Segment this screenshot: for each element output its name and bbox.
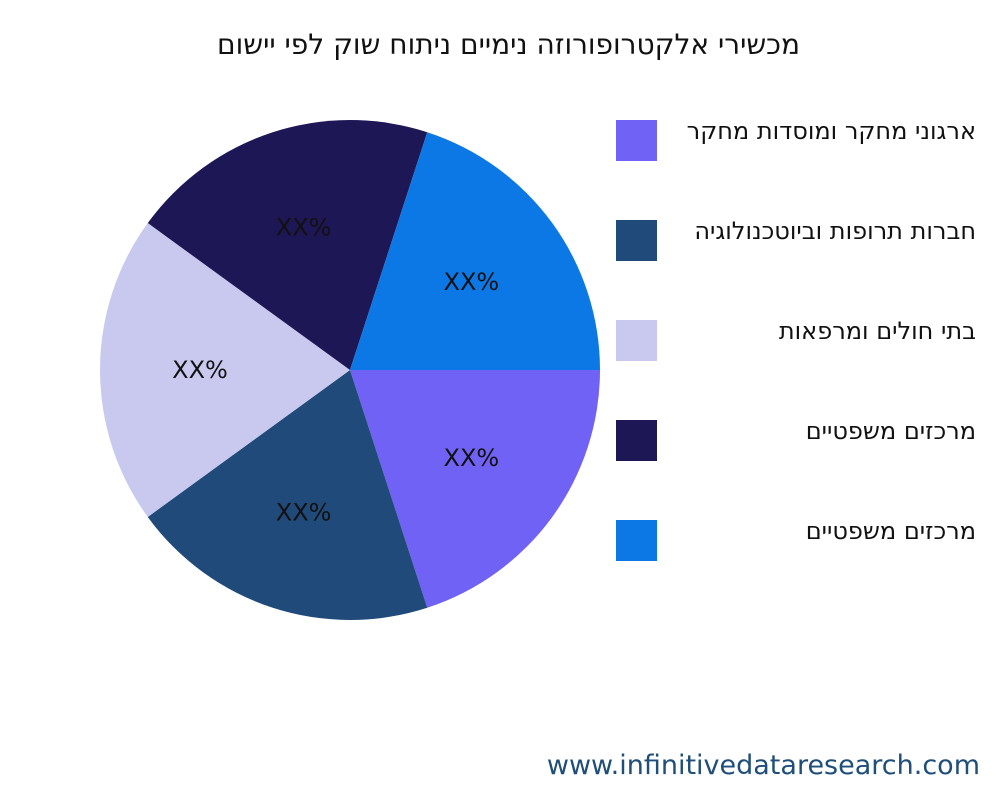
legend-label: בתי חולים ומרפאות [778, 317, 976, 345]
source-url: www.infinitivedataresearch.com [546, 750, 980, 781]
legend-label: חברות תרופות וביוטכנולוגיה [694, 217, 976, 245]
legend-item: מרכזים משפטיים [616, 418, 986, 518]
legend-label: מרכזים משפטיים [805, 517, 976, 545]
legend-label: ארגוני מחקר ומוסדות מחקר [686, 117, 976, 145]
slice-value-label: XX% [444, 444, 500, 472]
legend-item: ארגוני מחקר ומוסדות מחקר [616, 118, 986, 218]
pie-slice [100, 223, 350, 517]
slice-value-label: XX% [276, 499, 332, 527]
legend-swatch [616, 520, 657, 561]
legend-swatch [616, 120, 657, 161]
legend-item: מרכזים משפטיים [616, 518, 986, 618]
legend-label: מרכזים משפטיים [805, 417, 976, 445]
pie-slice [350, 370, 600, 608]
pie-slice [147, 370, 428, 620]
chart-title: מכשירי אלקטרופורוזה נימיים ניתוח שוק לפי… [217, 28, 800, 61]
legend-item: חברות תרופות וביוטכנולוגיה [616, 218, 986, 318]
slice-value-label: XX% [172, 356, 228, 384]
legend: ארגוני מחקר ומוסדות מחקר חברות תרופות וב… [616, 118, 986, 618]
pie-slice [350, 132, 600, 370]
pie-slice [147, 120, 428, 370]
legend-swatch [616, 420, 657, 461]
slice-value-label: XX% [444, 268, 500, 296]
legend-swatch [616, 320, 657, 361]
legend-swatch [616, 220, 657, 261]
legend-item: בתי חולים ומרפאות [616, 318, 986, 418]
slice-value-label: XX% [276, 213, 332, 241]
